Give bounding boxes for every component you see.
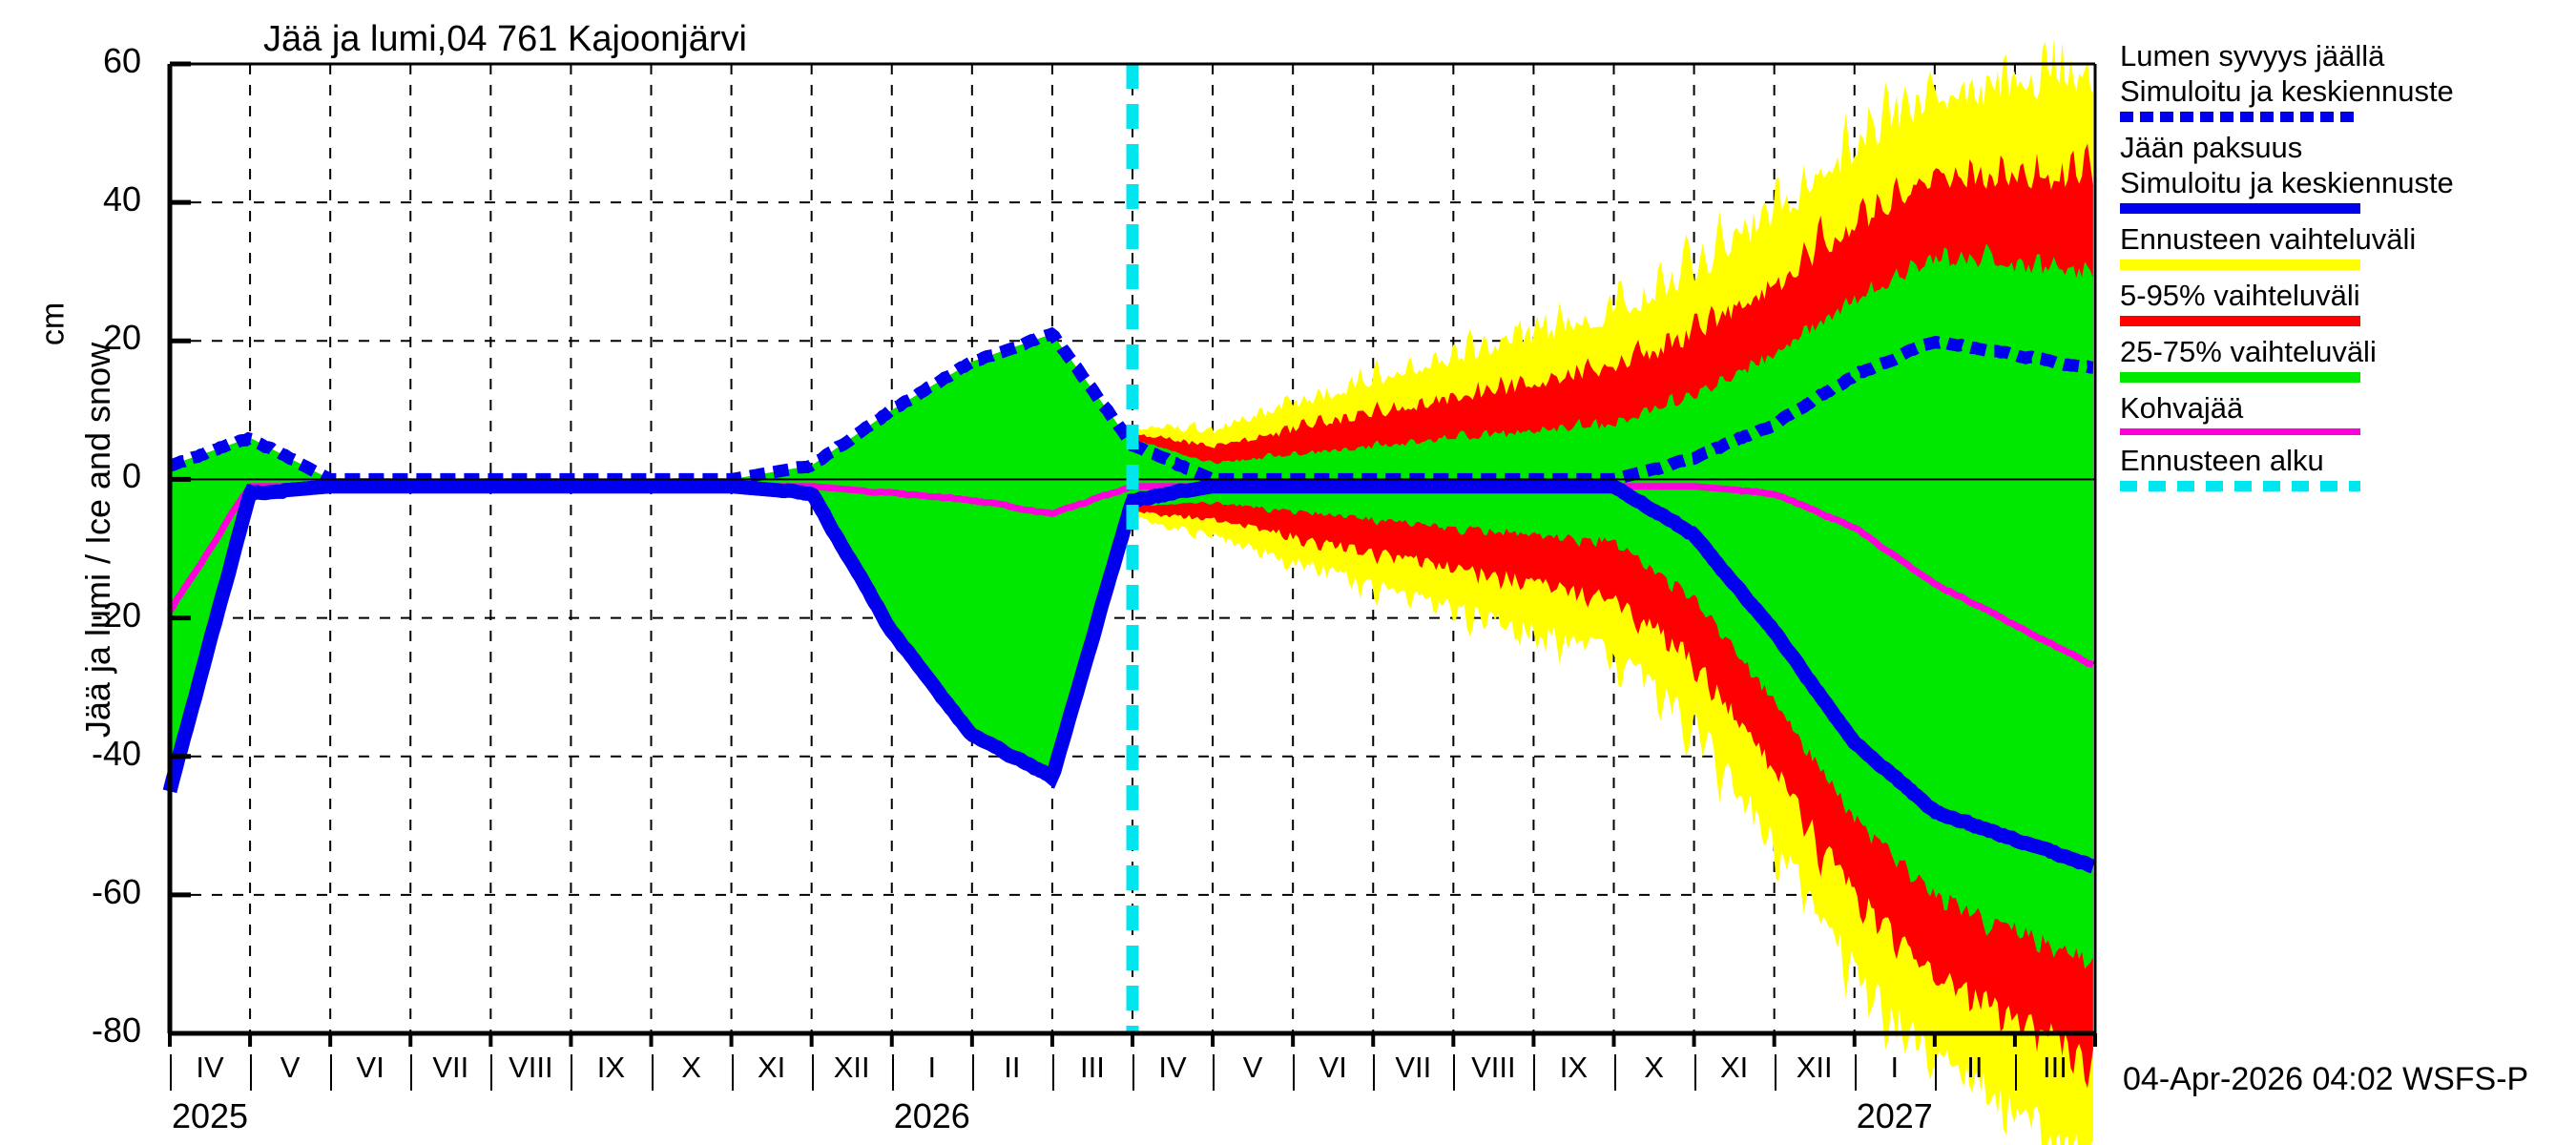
x-tick-label: IV bbox=[196, 1051, 224, 1084]
x-tick-separator bbox=[2014, 1054, 2017, 1091]
x-tick-separator bbox=[891, 1054, 894, 1091]
legend-entry-title: Kohvajää bbox=[2120, 391, 2244, 425]
x-tick-label: X bbox=[1644, 1051, 1664, 1084]
x-tick-separator bbox=[1774, 1054, 1776, 1091]
legend-entry[interactable]: Kohvajää bbox=[2120, 390, 2576, 435]
y-tick-label: -80 bbox=[91, 1010, 141, 1050]
forecast-band-min-max bbox=[170, 39, 2093, 1145]
x-tick-separator bbox=[1051, 1054, 1054, 1091]
y-tick-label: 40 bbox=[102, 179, 141, 219]
x-tick-label: VI bbox=[356, 1051, 384, 1084]
x-tick-separator bbox=[571, 1054, 573, 1091]
x-tick-label: VIII bbox=[1471, 1051, 1516, 1084]
x-tick-label: V bbox=[280, 1051, 301, 1084]
x-tick-separator bbox=[170, 1054, 172, 1091]
legend-entry[interactable]: 25-75% vaihteluväli bbox=[2120, 334, 2576, 383]
x-tick-label: II bbox=[1004, 1051, 1021, 1084]
band-icon bbox=[2120, 372, 2360, 383]
x-tick-separator bbox=[1533, 1054, 1536, 1091]
x-tick-label: III bbox=[1080, 1051, 1105, 1084]
legend-entry-title: 25-75% vaihteluväli bbox=[2120, 335, 2377, 368]
legend-entry-title: Ennusteen alku bbox=[2120, 444, 2324, 477]
x-tick-label: V bbox=[1242, 1051, 1263, 1084]
x-tick-separator bbox=[330, 1054, 333, 1091]
x-tick-label: VI bbox=[1319, 1051, 1347, 1084]
legend-entry[interactable]: Jään paksuus Simuloitu ja keskiennuste bbox=[2120, 130, 2576, 214]
x-tick-separator bbox=[1934, 1054, 1937, 1091]
legend-entry[interactable]: Ennusteen alku bbox=[2120, 443, 2576, 491]
legend-entry[interactable]: Lumen syvyys jäällä Simuloitu ja keskienn… bbox=[2120, 38, 2576, 122]
x-tick-separator bbox=[250, 1054, 253, 1091]
x-tick-separator bbox=[731, 1054, 734, 1091]
solid-line-icon bbox=[2120, 203, 2360, 214]
x-tick-label: IV bbox=[1158, 1051, 1187, 1084]
x-tick-separator bbox=[410, 1054, 413, 1091]
x-tick-separator bbox=[1132, 1054, 1134, 1091]
dashed-line-icon bbox=[2120, 112, 2360, 122]
x-tick-label: I bbox=[1890, 1051, 1900, 1084]
y-tick-label: -60 bbox=[91, 871, 141, 911]
y-tick-label: -40 bbox=[91, 733, 141, 773]
y-tick-label: 60 bbox=[102, 41, 141, 80]
x-tick-separator bbox=[651, 1054, 654, 1091]
x-tick-label: XI bbox=[1719, 1051, 1749, 1084]
legend-entry-subtitle: Simuloitu ja keskiennuste bbox=[2120, 74, 2454, 108]
x-tick-label: VII bbox=[432, 1051, 469, 1084]
dashed-line-icon bbox=[2120, 481, 2360, 491]
x-tick-separator bbox=[1854, 1054, 1857, 1091]
x-tick-label: IX bbox=[1559, 1051, 1589, 1084]
x-tick-label: XII bbox=[833, 1051, 870, 1084]
x-axis-year-label: 2027 bbox=[1856, 1096, 1933, 1135]
band-icon bbox=[2120, 260, 2360, 270]
x-tick-label: VII bbox=[1395, 1051, 1432, 1084]
x-tick-separator bbox=[1293, 1054, 1296, 1091]
x-tick-label: VIII bbox=[509, 1051, 553, 1084]
legend-entry-title: Ennusteen vaihteluväli bbox=[2120, 222, 2417, 256]
x-tick-label: X bbox=[681, 1051, 701, 1084]
y-tick-label: -20 bbox=[91, 594, 141, 635]
y-tick-label: 0 bbox=[121, 456, 141, 496]
x-tick-separator bbox=[811, 1054, 814, 1091]
legend-entry-title: 5-95% vaihteluväli bbox=[2120, 279, 2360, 312]
band-icon bbox=[2120, 316, 2360, 326]
x-tick-separator bbox=[490, 1054, 493, 1091]
x-tick-label: XI bbox=[757, 1051, 786, 1084]
x-axis-year-label: 2026 bbox=[893, 1096, 970, 1135]
x-tick-separator bbox=[1213, 1054, 1215, 1091]
legend-entry-subtitle: Simuloitu ja keskiennuste bbox=[2120, 166, 2454, 199]
series-ice-thickness bbox=[162, 479, 2096, 874]
legend-entry-title: Jään paksuus bbox=[2120, 131, 2303, 164]
x-tick-separator bbox=[1453, 1054, 1456, 1091]
legend-entry[interactable]: 5-95% vaihteluväli bbox=[2120, 278, 2576, 326]
x-axis-year-label: 2025 bbox=[171, 1096, 249, 1135]
x-tick-label: IX bbox=[596, 1051, 626, 1084]
x-tick-label: XII bbox=[1796, 1051, 1833, 1084]
x-tick-separator bbox=[1373, 1054, 1376, 1091]
legend-entry-title: Lumen syvyys jäällä bbox=[2120, 39, 2385, 73]
y-tick-label: 20 bbox=[102, 318, 141, 358]
page-title: Jää ja lumi,04 761 Kajoonjärvi bbox=[263, 19, 747, 59]
solid-line-icon bbox=[2120, 428, 2360, 435]
legend-entry[interactable]: Ennusteen vaihteluväli bbox=[2120, 221, 2576, 270]
x-tick-label: II bbox=[1966, 1051, 1984, 1084]
x-tick-label: I bbox=[927, 1051, 937, 1084]
x-tick-separator bbox=[971, 1054, 974, 1091]
forecast-band-5-95 bbox=[170, 143, 2093, 1089]
x-tick-label: III bbox=[2043, 1051, 2067, 1084]
x-tick-separator bbox=[1613, 1054, 1616, 1091]
timestamp-stamp: 04-Apr-2026 04:02 WSFS-P bbox=[2123, 1061, 2529, 1097]
forecast-band-25-75 bbox=[170, 243, 2093, 969]
chart-legend: Lumen syvyys jäällä Simuloitu ja keskienn… bbox=[2120, 38, 2576, 499]
x-tick-separator bbox=[1693, 1054, 1696, 1091]
